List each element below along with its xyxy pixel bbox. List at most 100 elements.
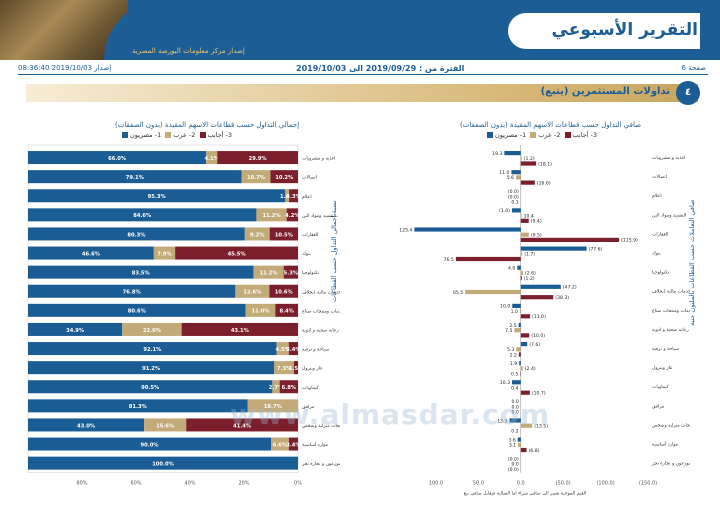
category-label: اتصالات <box>652 175 667 180</box>
bar-foreign <box>520 276 522 281</box>
data-label: (77.6) <box>589 246 603 252</box>
data-label: (18.1) <box>538 161 552 167</box>
right-legend: 3- أجانب 2- عرب 1- مصريون <box>485 131 597 139</box>
data-label: 0.0 <box>511 399 518 405</box>
bar-egy <box>28 361 275 375</box>
data-label: 7.5 <box>505 328 512 334</box>
legend-arab: 2- عرب <box>163 131 195 139</box>
data-label: 3.6 <box>508 437 515 443</box>
header-banner: التقرير الأسبوعي إصدار مركز معلومات البو… <box>0 0 720 60</box>
bar-arab <box>520 156 522 161</box>
category-label: رعاية صحية و ادوية <box>302 328 339 333</box>
bar-foreign <box>288 342 298 356</box>
bar-foreign <box>520 333 530 338</box>
tick-label: 60% <box>130 481 141 487</box>
bar-egy <box>28 246 154 260</box>
tick-label: 80% <box>76 481 87 487</box>
legend-foreign: 3- أجانب <box>563 131 597 139</box>
data-label: 0.2 <box>511 429 518 435</box>
category-label: اعلام <box>302 195 312 200</box>
category-label: تكنولوجيا <box>652 270 670 276</box>
data-label: (38.3) <box>555 295 569 301</box>
data-label: (0.0) <box>508 457 519 463</box>
x-axis-label: القيم الموجبة تشير الى صافي شراء اما الس… <box>464 492 586 497</box>
bar-egy <box>28 151 207 165</box>
data-label: 1.5% <box>289 366 304 372</box>
category-label: موزعون و تجارة تجز <box>651 462 690 467</box>
category-label: رعاية صحية و ادوية <box>652 328 689 333</box>
category-label: اتصالات <box>302 176 317 181</box>
data-label: 1.4% <box>280 194 295 200</box>
data-label: 11.2% <box>260 270 279 276</box>
data-label: 0.1 <box>511 200 518 206</box>
category-label: مرافق <box>302 405 315 410</box>
category-label: منتجات منزلية وشخص <box>652 423 690 428</box>
bar-egy <box>520 246 587 251</box>
data-label: 1.9 <box>510 361 517 367</box>
category-label: موارد أساسية <box>302 441 329 448</box>
data-label: (9.4) <box>531 219 542 225</box>
data-label: 3.4% <box>286 442 301 448</box>
data-label: 2.2 <box>510 352 517 358</box>
bar-arab <box>519 309 521 314</box>
bar-foreign <box>520 314 531 319</box>
bar-egy <box>518 322 521 328</box>
category-label: تكنولوجيا <box>302 270 320 276</box>
data-label: (47.2) <box>563 285 577 291</box>
data-label: 76.5 <box>444 257 454 263</box>
tick-label: 40% <box>184 481 195 487</box>
data-label: 95.3% <box>148 194 167 200</box>
data-label: 34.9% <box>66 328 85 334</box>
data-label: (10.7) <box>532 391 546 397</box>
bar-foreign <box>275 303 298 317</box>
data-label: 0.0 <box>511 404 518 410</box>
bar-egy <box>28 303 246 317</box>
tick-label: (100.0) <box>596 481 614 487</box>
bar-arab <box>285 189 290 203</box>
data-label: (16.6) <box>537 180 551 186</box>
category-label: بنوك <box>652 252 661 257</box>
data-label: 11.2% <box>263 213 282 219</box>
data-label: 3.4% <box>286 347 301 353</box>
bar-foreign <box>175 246 298 260</box>
title-box <box>508 13 700 49</box>
bar-foreign <box>217 151 298 165</box>
bar-arab <box>253 265 284 279</box>
bar-arab <box>276 342 289 356</box>
data-label: 6.8% <box>282 385 297 391</box>
bar-egy <box>517 437 521 442</box>
data-label: 10.4 <box>524 213 534 219</box>
category-label: اغذية و مشروبات <box>652 156 685 161</box>
category-label: بنوك <box>302 252 311 257</box>
bar-arab <box>518 442 521 447</box>
data-label: 8.4% <box>279 309 294 315</box>
category-label: خدمات مالية (بخلاف <box>652 289 690 295</box>
bar-foreign <box>455 256 521 262</box>
bar-egy <box>28 208 257 222</box>
bar-arab <box>520 366 523 371</box>
data-label: 90.0% <box>141 442 160 448</box>
data-label: 46.6% <box>82 251 101 257</box>
bar-foreign <box>286 208 298 222</box>
data-label: (115.9) <box>621 238 638 244</box>
data-label: 7.9% <box>157 251 172 257</box>
bar-egy <box>512 303 521 308</box>
bar-arab <box>272 380 280 394</box>
right-chart: 19.3(1.2)(18.1)اغذية و مشروبات11.05.6(16… <box>399 145 690 497</box>
issue-timestamp: إصدار 2019/10/03 08:36:40 <box>18 64 112 72</box>
bar-foreign <box>518 352 521 357</box>
data-label: (2.6) <box>525 271 536 277</box>
data-label: 0.0 <box>511 410 518 416</box>
bar-arab <box>247 399 298 413</box>
data-label: 11.0 <box>499 170 509 176</box>
category-label: خدمات ومنتجات صناع <box>302 309 340 314</box>
legend-egy: 1- مصريون <box>485 131 526 139</box>
tick-label: 100.0 <box>429 481 443 487</box>
data-label: 5.6 <box>507 175 514 181</box>
bar-arab <box>520 213 522 218</box>
bar-egy <box>520 342 528 347</box>
data-label: (6.8) <box>529 448 540 454</box>
tick-label: (50.0) <box>556 481 571 487</box>
bar-arab <box>514 328 521 333</box>
bar-egy <box>28 380 273 394</box>
